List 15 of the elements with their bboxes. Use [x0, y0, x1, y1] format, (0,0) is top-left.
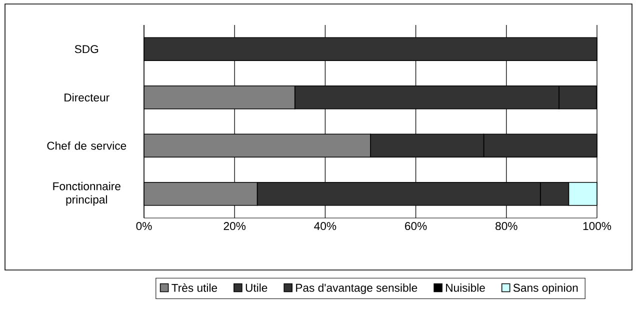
y-tick-label: SDG	[74, 45, 98, 54]
legend-label: Utile	[246, 283, 268, 292]
x-tick-label: 100%	[583, 222, 612, 230]
legend-label: Nuisible	[446, 283, 485, 292]
x-tick-label: 20%	[224, 222, 246, 230]
legend-label: Pas d'avantage sensible	[296, 283, 418, 294]
x-tick-label: 60%	[405, 222, 427, 230]
x-tick-label: 0%	[136, 222, 152, 230]
y-tick-label: Fonctionnaire principal	[53, 182, 120, 206]
x-tick-label: 40%	[314, 222, 336, 230]
x-tick-label: 80%	[496, 222, 518, 230]
y-tick-label: Directeur	[64, 93, 110, 102]
y-tick-label: Chef de service	[47, 141, 126, 150]
legend-label: Sans opinion	[513, 283, 578, 294]
legend-label: Très utile	[172, 283, 218, 292]
